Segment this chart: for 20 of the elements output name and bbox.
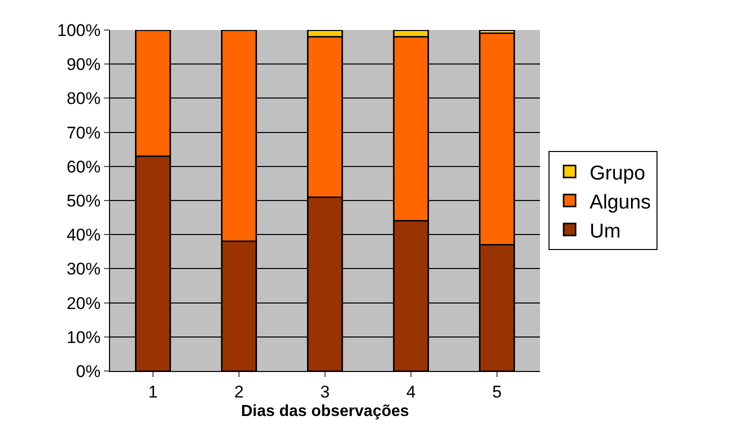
x-tick-label: 3 — [320, 382, 330, 402]
y-tick-label: 10% — [66, 328, 101, 347]
y-tick-label: 40% — [66, 226, 101, 245]
y-tick-label: 60% — [66, 157, 101, 176]
x-tick-label: 2 — [234, 382, 244, 402]
x-tick-label: 4 — [406, 382, 416, 402]
y-tick-label: 90% — [66, 55, 101, 74]
y-tick-label: 70% — [66, 123, 101, 142]
y-tick-label: 80% — [66, 89, 101, 108]
y-tick-label: 30% — [66, 260, 101, 279]
legend-label: Um — [590, 220, 621, 242]
y-tick-label: 100% — [57, 20, 101, 40]
x-tick-label: 1 — [148, 382, 158, 402]
x-axis-title: Dias das observações — [240, 403, 410, 420]
x-tick-label: 5 — [492, 382, 502, 402]
y-tick-label: 0% — [76, 362, 101, 381]
legend-label: Grupo — [590, 162, 646, 184]
y-tick-label: 50% — [66, 191, 101, 210]
y-tick-label: 20% — [66, 294, 101, 313]
legend-label: Alguns — [590, 191, 651, 214]
